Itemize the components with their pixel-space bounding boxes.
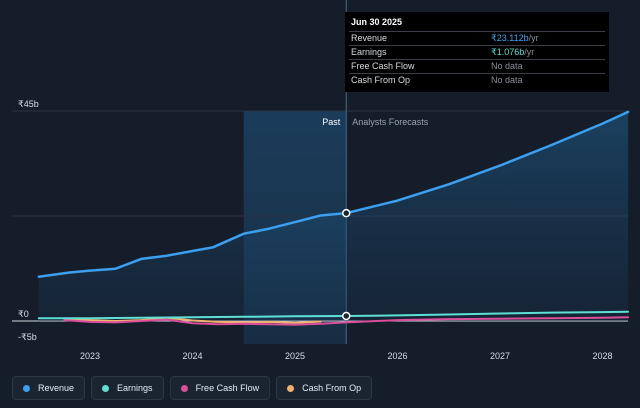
chart-legend: Revenue Earnings Free Cash Flow Cash Fro… — [12, 376, 373, 400]
x-tick-label: 2025 — [285, 351, 305, 361]
tooltip-value: ₹1.076b — [491, 47, 525, 57]
legend-label: Free Cash Flow — [195, 383, 260, 393]
x-tick-label: 2023 — [80, 351, 100, 361]
x-tick-label: 2028 — [592, 351, 612, 361]
y-tick-label: -₹5b — [18, 332, 37, 342]
earnings-marker — [342, 311, 351, 321]
tooltip-row-free-cash-flow: Free Cash Flow No data — [349, 59, 605, 73]
x-tick-label: 2026 — [387, 351, 407, 361]
legend-dot-icon — [23, 384, 30, 392]
legend-dot-icon — [102, 384, 110, 392]
x-tick-label: 2024 — [182, 351, 202, 361]
tooltip-unit: /yr — [524, 47, 535, 57]
legend-label: Earnings — [117, 383, 153, 393]
free-cash-flow-line — [63, 316, 630, 326]
tooltip-row-earnings: Earnings ₹1.076b /yr — [349, 45, 605, 59]
legend-dot-icon — [287, 384, 295, 392]
financial-chart: ₹45b ₹0 -₹5b 2023 2024 2025 2026 2027 2028 Past An… — [12, 0, 630, 361]
y-tick-label: ₹45b — [18, 99, 39, 109]
tooltip-label: Free Cash Flow — [351, 61, 415, 71]
legend-item-revenue[interactable]: Revenue — [12, 376, 86, 400]
tooltip-row-cash-from-op: Cash From Op No data — [349, 73, 605, 87]
revenue-area — [38, 111, 629, 322]
legend-dot-icon — [180, 384, 188, 392]
legend-item-earnings[interactable]: Earnings — [91, 376, 164, 400]
tooltip-value: No data — [491, 75, 523, 85]
tooltip-unit: /yr — [528, 33, 539, 43]
legend-item-cash-from-op[interactable]: Cash From Op — [276, 376, 373, 400]
tooltip-label: Revenue — [351, 33, 388, 43]
revenue-line — [37, 110, 630, 278]
y-tick-label: ₹0 — [18, 309, 29, 319]
revenue-marker — [342, 208, 351, 218]
legend-item-free-cash-flow[interactable]: Free Cash Flow — [169, 376, 271, 400]
tooltip-value: ₹23.112b — [491, 33, 529, 43]
tooltip-label: Earnings — [351, 47, 387, 57]
tooltip-label: Cash From Op — [351, 75, 411, 85]
past-label: Past — [322, 117, 341, 127]
forecast-label: Analysts Forecasts — [352, 117, 429, 127]
x-tick-label: 2027 — [490, 351, 510, 361]
hover-tooltip: Jun 30 2025 Revenue ₹23.112b /yr Earning… — [345, 12, 609, 92]
cash-from-op-line — [63, 316, 322, 324]
tooltip-value: No data — [491, 61, 523, 71]
tooltip-date: Jun 30 2025 — [351, 17, 403, 27]
tooltip-row-revenue: Revenue ₹23.112b /yr — [349, 31, 605, 45]
legend-label: Revenue — [38, 383, 75, 393]
legend-label: Cash From Op — [302, 383, 362, 393]
